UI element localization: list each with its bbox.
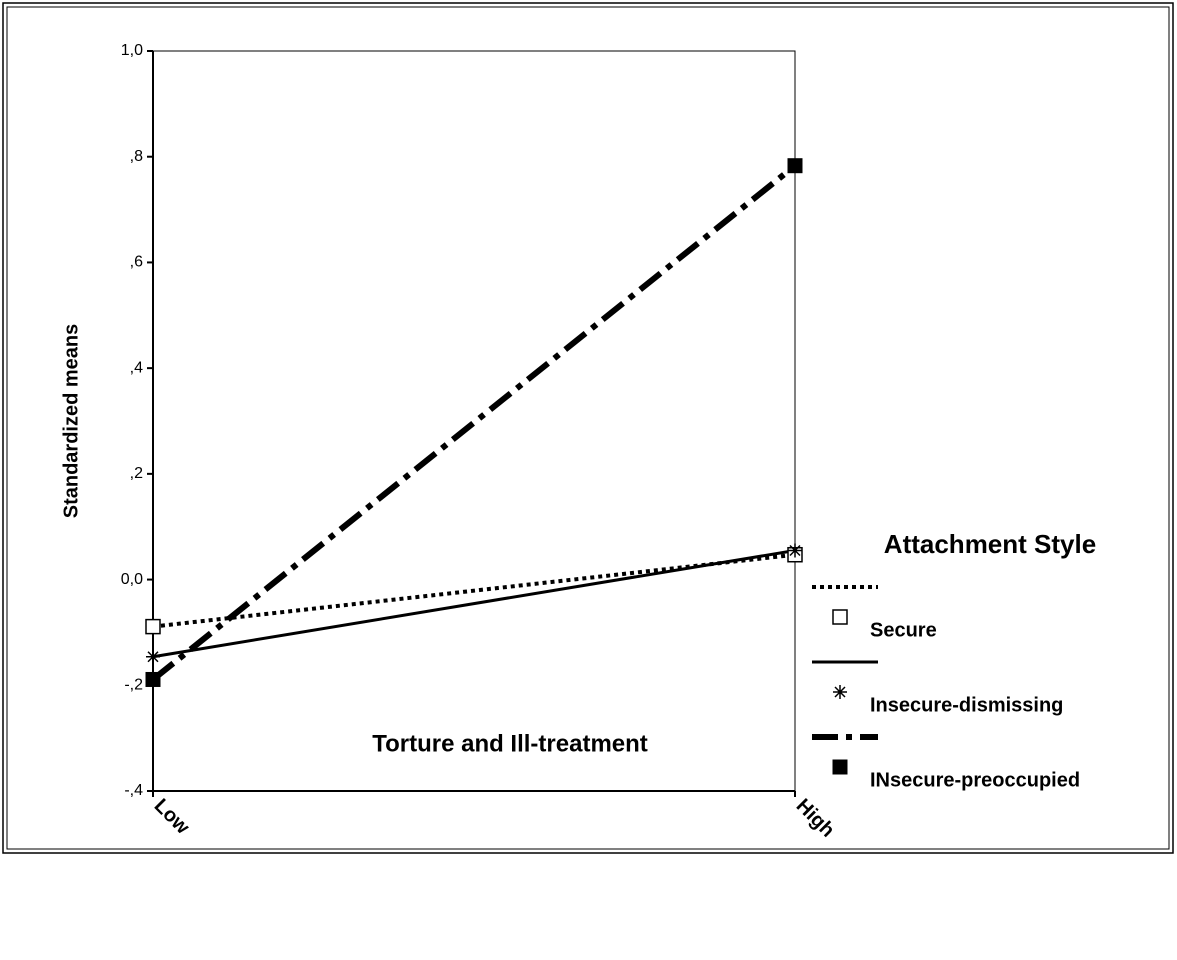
data-point <box>145 618 161 635</box>
data-point <box>788 543 802 558</box>
plot-box <box>152 50 796 792</box>
series-line <box>151 163 797 682</box>
y-tick-label: ,8 <box>130 148 143 165</box>
y-tick-label: 0,0 <box>121 571 143 588</box>
y-tick-label: 1,0 <box>121 42 143 59</box>
series-line <box>152 549 796 659</box>
x-tick-label: Low <box>150 795 194 839</box>
frame-inner <box>6 6 1170 850</box>
data-point <box>787 158 803 174</box>
data-point <box>146 649 160 664</box>
frame-outer <box>2 2 1174 854</box>
y-tick-label: -,2 <box>124 677 143 694</box>
legend-label: Insecure-dismissing <box>870 694 1063 716</box>
x-tick-label: High <box>792 795 839 842</box>
legend-marker <box>832 759 848 775</box>
y-tick-label: -,4 <box>124 782 143 799</box>
legend-marker <box>833 685 847 699</box>
y-tick-label: ,4 <box>130 359 143 376</box>
data-point <box>145 671 161 687</box>
x-axis-title: Torture and Ill-treatment <box>372 730 648 757</box>
legend-label: Secure <box>870 619 937 641</box>
legend-label: INsecure-preoccupied <box>870 769 1080 791</box>
y-tick-label: ,2 <box>130 465 143 482</box>
legend-title: Attachment Style <box>884 529 1096 559</box>
y-tick-label: ,6 <box>130 254 143 271</box>
legend-marker <box>832 609 848 625</box>
y-axis-title: Standardized means <box>60 324 82 519</box>
